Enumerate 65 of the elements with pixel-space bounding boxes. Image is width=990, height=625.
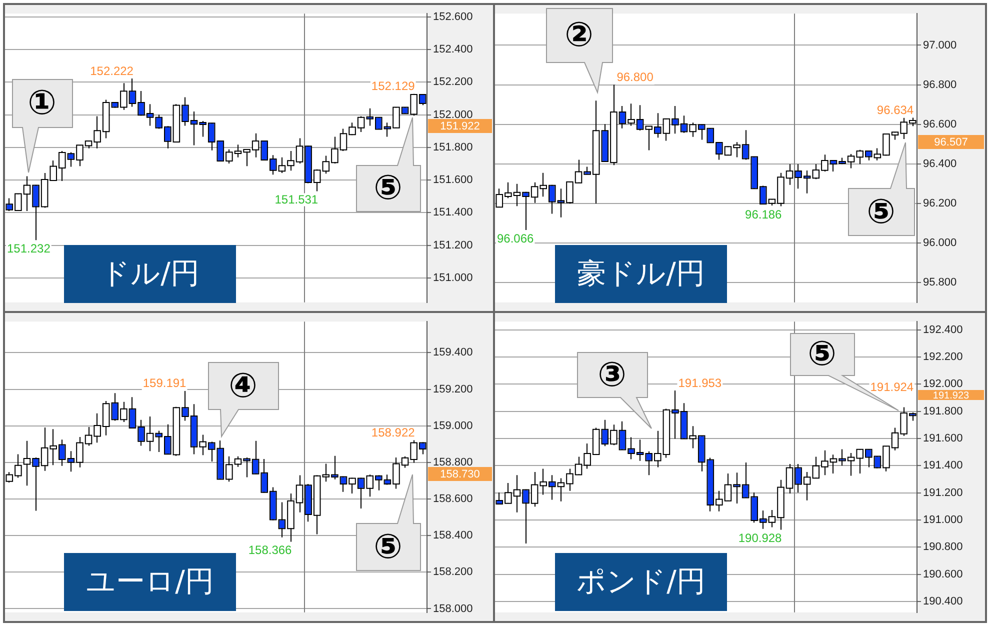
y-tick-label: 158.600: [433, 493, 473, 506]
y-tick-label: 152.000: [433, 108, 473, 121]
annotation: ③: [596, 354, 628, 396]
text: 151.922: [440, 120, 480, 133]
text: 96.507: [934, 136, 968, 149]
y-tick-label: 191.800: [923, 405, 963, 418]
y-tick-label: 158.000: [433, 602, 473, 615]
text: 158.730: [440, 468, 480, 481]
annotation: ⑤: [866, 190, 896, 234]
y-tick-label: 151.200: [433, 239, 473, 252]
y-tick-label: 151.400: [433, 206, 473, 219]
y-tick-label: 158.800: [433, 456, 473, 468]
annotation: ⑤: [372, 526, 404, 568]
annotation: 96.066: [497, 231, 534, 246]
y-tick-label: 192.200: [923, 350, 963, 363]
y-tick-label: 159.200: [433, 383, 473, 396]
annotation: 191.953: [678, 376, 722, 390]
annotation: 152.222: [90, 64, 134, 78]
y-tick-label: 192.000: [923, 378, 963, 390]
text: 豪ドル/円: [555, 245, 727, 303]
y-tick-label: 96.400: [922, 158, 957, 170]
annotation: 158.366: [248, 543, 292, 558]
annotation: ⑤: [372, 167, 404, 210]
y-tick-label: 191.400: [923, 460, 963, 472]
y-tick-label: 158.200: [433, 566, 473, 578]
y-tick-label: 159.400: [433, 346, 473, 359]
annotation: 96.634: [876, 102, 914, 117]
y-tick-label: 96.000: [922, 237, 957, 250]
y-tick-label: 151.800: [433, 141, 473, 154]
annotation: 191.924: [870, 380, 914, 394]
y-tick-label: 152.400: [433, 44, 473, 56]
annotation: 158.922: [371, 425, 416, 440]
y-tick-label: 96.800: [922, 78, 957, 91]
y-tick-label: 191.000: [923, 514, 963, 526]
y-tick-label: 158.400: [433, 530, 473, 542]
annotation: 151.232: [7, 241, 51, 256]
annotation: ②: [564, 14, 594, 57]
text: ユーロ/円: [64, 553, 236, 611]
y-tick-label: 152.200: [433, 76, 473, 88]
annotation: 190.928: [738, 531, 782, 546]
annotation: ①: [26, 82, 58, 125]
y-tick-label: 95.800: [922, 276, 957, 289]
annotation: 152.129: [371, 79, 416, 94]
y-tick-label: 190.400: [923, 596, 963, 608]
annotation: ④: [228, 364, 258, 408]
annotation: ⑤: [806, 333, 838, 375]
y-tick-label: 192.400: [923, 324, 963, 336]
y-tick-label: 191.200: [923, 486, 963, 499]
y-tick-label: 190.800: [923, 541, 963, 554]
text: 191.923: [932, 390, 970, 402]
y-tick-label: 97.000: [922, 39, 957, 52]
y-tick-label: 96.600: [922, 118, 957, 130]
y-tick-label: 191.600: [923, 432, 963, 444]
text: ドル/円: [64, 245, 236, 303]
y-tick-label: 190.600: [923, 568, 963, 580]
y-tick-label: 151.600: [433, 174, 473, 186]
y-tick-label: 151.000: [433, 272, 473, 284]
y-tick-label: 159.000: [433, 420, 473, 432]
annotation: 151.531: [274, 192, 318, 207]
annotation: 159.191: [142, 376, 187, 390]
text: ポンド/円: [555, 553, 727, 611]
annotation: 96.186: [745, 208, 782, 222]
annotation: 96.800: [616, 70, 654, 84]
y-tick-label: 152.600: [433, 10, 473, 23]
y-tick-label: 96.200: [922, 198, 957, 210]
